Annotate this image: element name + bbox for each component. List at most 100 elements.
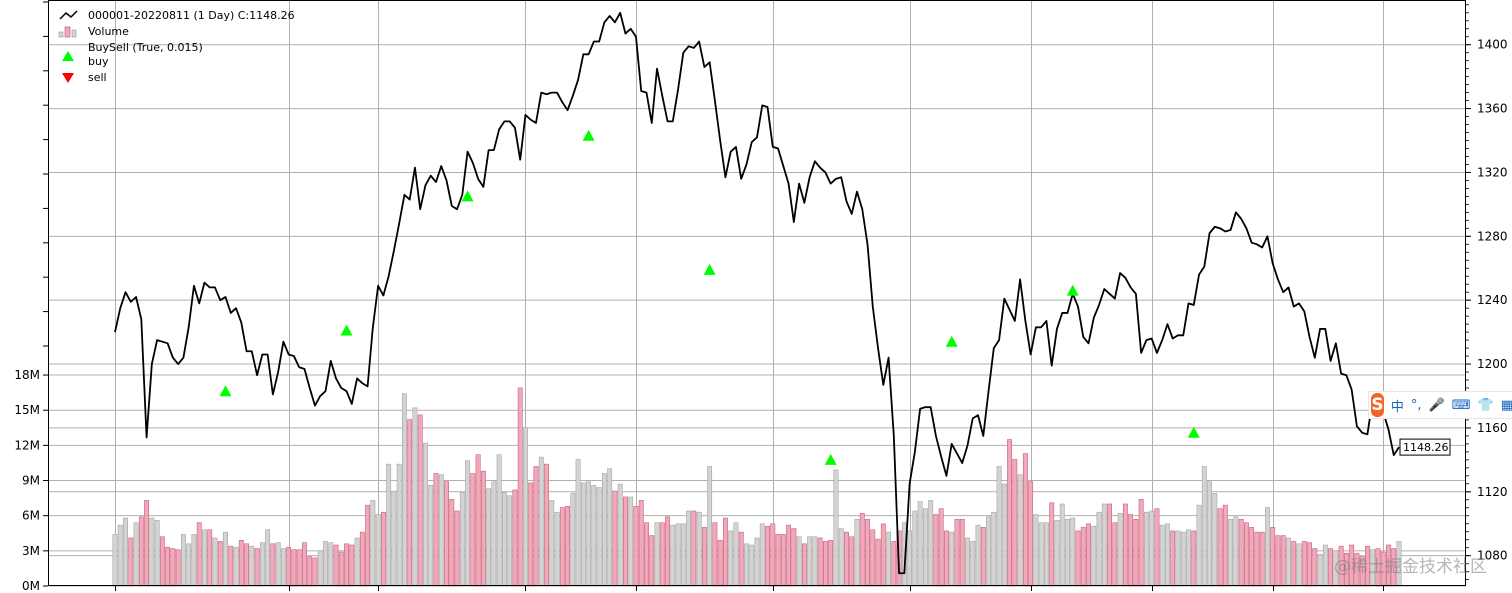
volume-bar [175, 549, 181, 587]
volume-bar [959, 518, 965, 587]
buy-marker [1187, 426, 1200, 438]
volume-bar [254, 548, 260, 587]
volume-bar [128, 537, 134, 587]
volume-bar [759, 523, 765, 587]
volume-bar [1291, 541, 1297, 587]
volume-bar [1275, 535, 1281, 587]
volume-tick-label-0: 0M [22, 579, 40, 593]
volume-tick-label-3: 9M [22, 474, 40, 488]
volume-bar [554, 511, 560, 587]
volume-bar [1091, 525, 1097, 587]
volume-bar [670, 524, 676, 587]
legend-volume-label: Volume [88, 25, 129, 38]
volume-bar [112, 534, 118, 587]
keyboard-icon[interactable]: ⌨ [1451, 397, 1471, 413]
last-value-marker: 1148.26 [1399, 438, 1451, 456]
price-tick-label-6: 1320 [1477, 165, 1508, 179]
skin-icon[interactable]: 👕 [1477, 397, 1494, 413]
volume-bar [202, 529, 207, 587]
volume-bar [328, 542, 334, 587]
volume-bar [380, 511, 386, 587]
volume-bar [396, 463, 402, 587]
volume-bar [623, 496, 628, 587]
volume-bar [375, 514, 381, 587]
volume-bar [1243, 522, 1249, 587]
volume-bars [112, 387, 1402, 587]
volume-bar [280, 548, 286, 587]
volume-bar [117, 524, 123, 587]
price-tick-label-8: 1400 [1477, 38, 1508, 52]
volume-bar [459, 491, 465, 587]
microphone-icon[interactable]: 🎤 [1428, 397, 1445, 413]
volume-bar [149, 517, 155, 587]
volume-bar [654, 522, 660, 587]
volume-bar [1270, 527, 1276, 587]
chinese-mode-icon[interactable]: 中 [1390, 399, 1404, 415]
volume-bar [165, 547, 171, 587]
volume-bar [933, 514, 939, 587]
volume-bar [1180, 531, 1186, 587]
volume-bar [991, 511, 997, 587]
legend-volume-icon [58, 26, 77, 38]
volume-bar [238, 540, 244, 587]
volume-bar [144, 500, 149, 587]
legend: 000001-20220811 (1 Day) C:1148.26 Volume… [58, 9, 295, 84]
volume-bar [1086, 523, 1091, 587]
volume-bar [712, 522, 718, 587]
legend-buy-label: buy [88, 55, 109, 68]
volume-bar [823, 541, 828, 587]
volume-bar [402, 393, 407, 587]
volume-bar [228, 545, 234, 587]
volume-bar [828, 540, 834, 587]
volume-bar [407, 419, 413, 587]
volume-bar [749, 544, 755, 587]
legend-sell-triangle-icon [62, 73, 74, 83]
volume-bar [1080, 527, 1086, 587]
volume-bar [644, 522, 649, 587]
volume-bar [686, 510, 691, 587]
volume-bar [338, 551, 344, 587]
volume-bar [1096, 511, 1102, 587]
volume-bar [1049, 502, 1055, 587]
volume-bar [791, 528, 797, 587]
signals [219, 129, 1200, 465]
price-tick-label-7: 1360 [1477, 102, 1508, 116]
volume-bar [1233, 516, 1239, 587]
volume-bar [502, 491, 507, 587]
volume-tick-label-4: 12M [14, 438, 40, 452]
volume-bar [1017, 474, 1023, 587]
volume-bar [517, 387, 523, 587]
volume-bar [333, 544, 339, 587]
volume-bar [212, 537, 218, 587]
volume-bar [570, 493, 576, 587]
legend-price-line-icon [59, 10, 78, 20]
volume-bar [628, 496, 634, 587]
volume-bar [1112, 522, 1118, 587]
volume-bar [617, 483, 623, 587]
toolbox-icon[interactable]: ▦ [1500, 397, 1512, 413]
volume-bar [733, 522, 739, 587]
volume-bar [359, 531, 365, 587]
legend-price-label: 000001-20220811 (1 Day) C:1148.26 [88, 9, 295, 22]
volume-bar [1022, 453, 1028, 587]
volume-bar [1044, 522, 1049, 587]
axes-frame [48, 0, 1466, 586]
price-line [114, 11, 1400, 575]
volume-bar [659, 522, 665, 587]
volume-bar [423, 442, 428, 587]
volume-bar [801, 543, 807, 587]
buy-marker [1066, 284, 1079, 296]
ime-toolbar[interactable]: S 中 °, 🎤 ⌨ 👕 ▦ [1368, 391, 1512, 419]
volume-bar [438, 474, 444, 587]
volume-bar [480, 470, 486, 587]
volume-bar [796, 536, 802, 587]
punctuation-icon[interactable]: °, [1410, 397, 1422, 413]
volume-bar [181, 534, 186, 587]
sogou-logo-icon[interactable]: S [1371, 393, 1384, 417]
volume-bar [154, 520, 160, 587]
volume-tick-label-1: 3M [22, 544, 40, 558]
volume-bar [717, 540, 723, 587]
volume-bar [1001, 483, 1007, 587]
volume-bar [449, 499, 455, 587]
